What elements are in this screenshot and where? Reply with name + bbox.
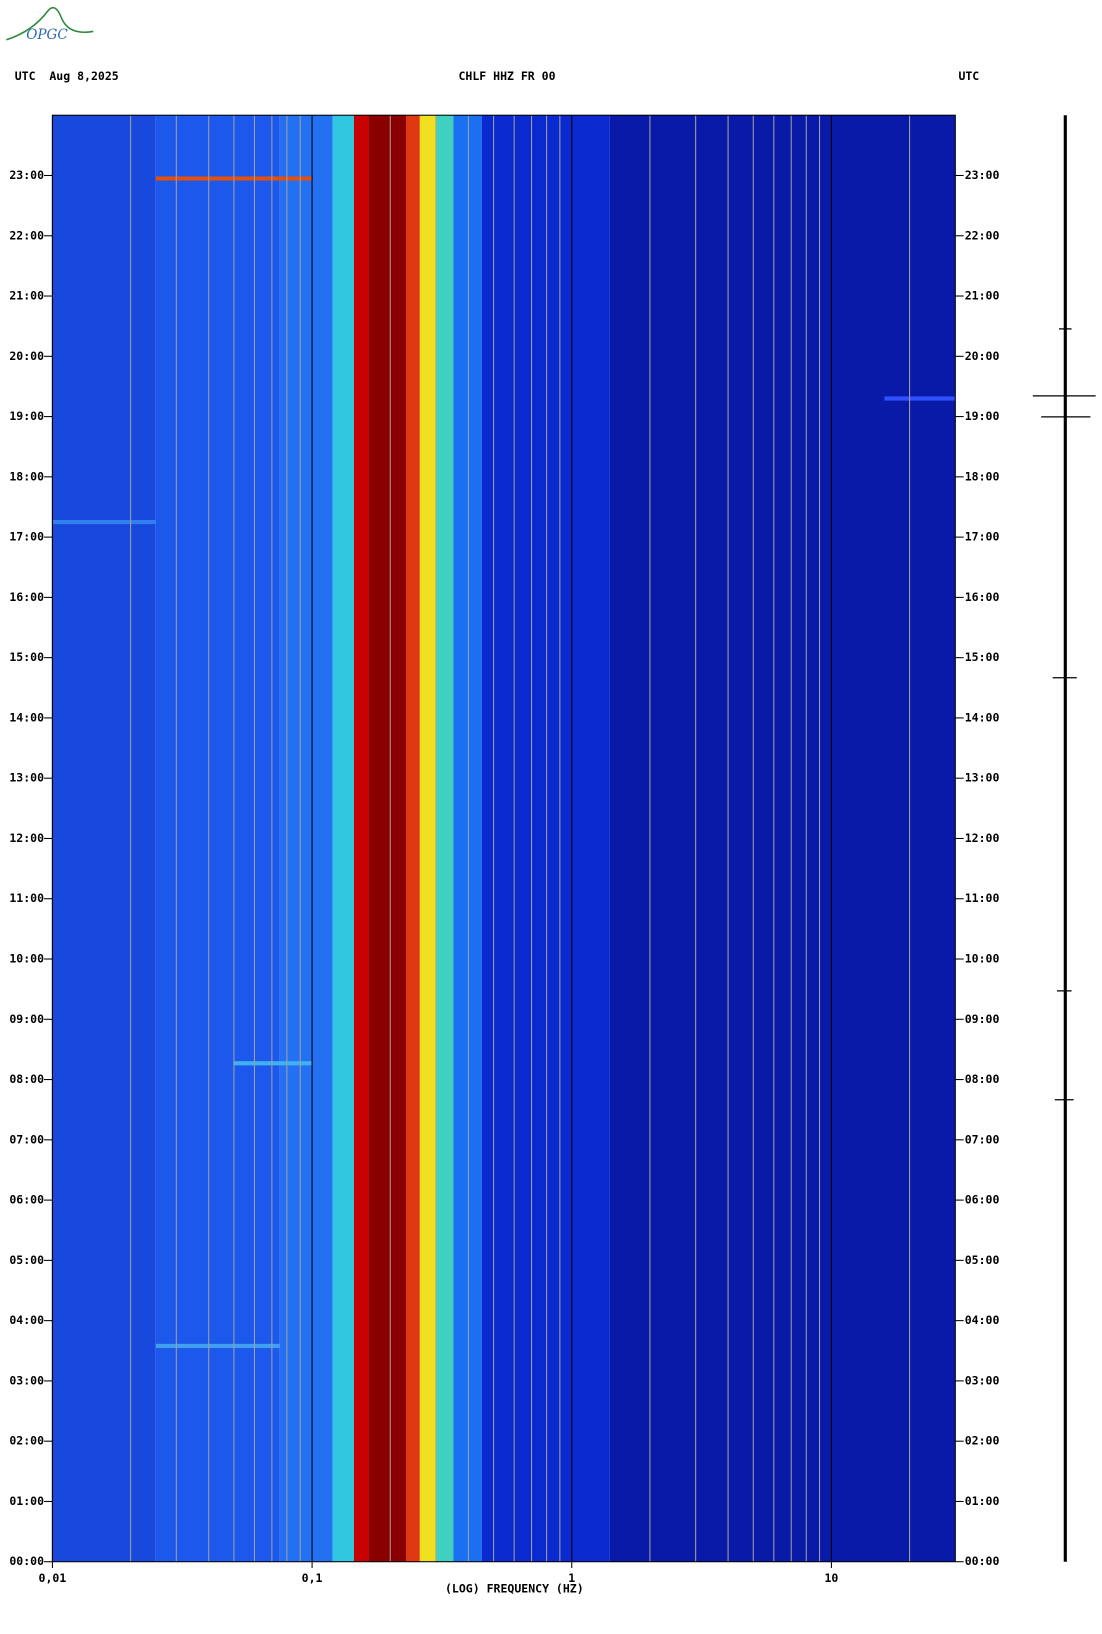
y-tick-label-left: 05:00: [9, 1253, 44, 1267]
y-tick-label-right: 15:00: [965, 650, 1000, 664]
y-tick-label-left: 13:00: [9, 771, 44, 785]
y-tick-label-right: 08:00: [965, 1072, 1000, 1086]
logo-text: OPGC: [26, 27, 68, 43]
seismogram: [1032, 115, 1096, 1562]
y-tick-label-right: 05:00: [965, 1253, 1000, 1267]
y-tick-label-right: 09:00: [965, 1012, 1000, 1026]
y-tick-label-left: 09:00: [9, 1012, 44, 1026]
y-tick-label-right: 23:00: [965, 168, 1000, 182]
y-tick-label-right: 02:00: [965, 1434, 1000, 1448]
frequency-band: [332, 115, 354, 1562]
frequency-band: [481, 115, 610, 1562]
y-tick-label-right: 04:00: [965, 1313, 1000, 1327]
y-tick-label-right: 21:00: [965, 289, 1000, 303]
event-streak: [233, 1061, 313, 1066]
y-tick-label-left: 00:00: [9, 1554, 44, 1568]
frequency-band: [368, 115, 407, 1562]
y-tick-label-left: 10:00: [9, 952, 44, 966]
y-tick-label-right: 10:00: [965, 952, 1000, 966]
frequency-band: [419, 115, 436, 1562]
frequency-band: [52, 115, 156, 1562]
y-tick-label-left: 14:00: [9, 710, 44, 724]
y-tick-label-right: 11:00: [965, 891, 1000, 905]
y-tick-label-left: 18:00: [9, 469, 44, 483]
y-tick-label-right: 07:00: [965, 1132, 1000, 1146]
x-tick-label: 0,1: [302, 1571, 323, 1585]
y-tick-label-left: 19:00: [9, 409, 44, 423]
y-tick-label-left: 22:00: [9, 228, 44, 242]
y-tick-label-right: 03:00: [965, 1373, 1000, 1387]
y-tick-label-right: 22:00: [965, 228, 1000, 242]
y-tick-label-left: 15:00: [9, 650, 44, 664]
y-tick-label-right: 17:00: [965, 530, 1000, 544]
frequency-band: [353, 115, 369, 1562]
y-tick-label-right: 14:00: [965, 710, 1000, 724]
y-tick-label-left: 03:00: [9, 1373, 44, 1387]
y-tick-label-left: 11:00: [9, 891, 44, 905]
event-streak: [155, 1343, 280, 1349]
y-tick-label-right: 06:00: [965, 1193, 1000, 1207]
y-tick-label-left: 08:00: [9, 1072, 44, 1086]
y-tick-label-left: 02:00: [9, 1434, 44, 1448]
event-streak: [884, 396, 956, 401]
x-tick-label: 10: [824, 1571, 838, 1585]
x-tick-label: 1: [568, 1571, 575, 1585]
y-tick-label-left: 07:00: [9, 1132, 44, 1146]
chart-title: CHLF HHZ FR 00: [458, 69, 555, 83]
y-tick-label-right: 13:00: [965, 771, 1000, 785]
y-tick-label-left: 17:00: [9, 530, 44, 544]
y-tick-label-left: 06:00: [9, 1193, 44, 1207]
y-tick-label-left: 20:00: [9, 349, 44, 363]
y-tick-label-right: 16:00: [965, 590, 1000, 604]
y-tick-label-right: 01:00: [965, 1494, 1000, 1508]
y-tick-label-right: 12:00: [965, 831, 1000, 845]
y-tick-label-left: 16:00: [9, 590, 44, 604]
frequency-band: [453, 115, 482, 1562]
y-tick-label-left: 21:00: [9, 289, 44, 303]
frequency-band: [279, 115, 333, 1562]
logo: OPGC: [6, 6, 94, 43]
y-tick-label-right: 19:00: [965, 409, 1000, 423]
right-header: UTC: [958, 69, 979, 83]
event-streak: [52, 519, 156, 525]
y-tick-label-left: 12:00: [9, 831, 44, 845]
y-tick-label-left: 23:00: [9, 168, 44, 182]
plot: 0,01 0,1 1 10 00:00 00:00 01:00 01:00 02:00 02:00…: [9, 114, 1000, 1585]
frequency-band: [435, 115, 454, 1562]
x-axis-label: (LOG) FREQUENCY (HZ): [445, 1581, 584, 1595]
frequency-band: [609, 115, 956, 1562]
y-tick-label-left: 01:00: [9, 1494, 44, 1508]
y-tick-label-right: 00:00: [965, 1554, 1000, 1568]
frequency-band: [406, 115, 420, 1562]
y-tick-label-right: 18:00: [965, 469, 1000, 483]
logo-curve: [6, 6, 94, 41]
y-tick-label-right: 20:00: [965, 349, 1000, 363]
x-tick-label: 0,01: [39, 1571, 67, 1585]
y-tick-label-left: 04:00: [9, 1313, 44, 1327]
left-header: UTC Aug 8,2025: [15, 69, 119, 83]
